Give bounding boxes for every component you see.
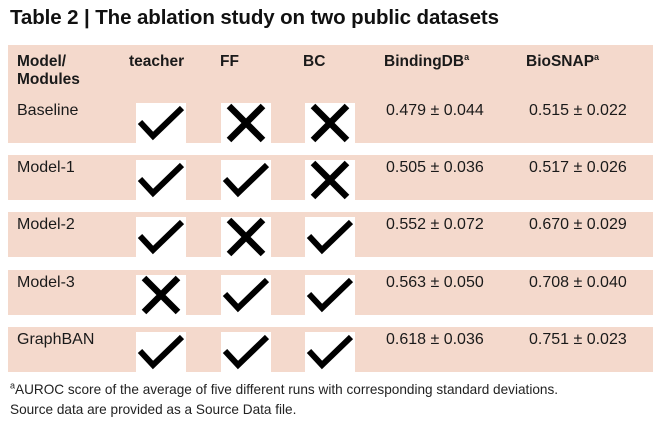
cross-icon — [305, 160, 355, 200]
table-row: GraphBAN 0.618 ± 0.036 0.751 ± 0.023 — [8, 327, 653, 372]
row-biosnap-value: 0.670 ± 0.029 — [529, 216, 627, 233]
header-bindingdb: BindingDBa — [384, 51, 470, 71]
footnote-line1: aAUROC score of the average of five diff… — [10, 380, 558, 400]
header-bc: BC — [303, 53, 326, 70]
check-icon — [136, 217, 186, 257]
header-biosnap-label: BioSNAP — [526, 53, 595, 70]
check-icon — [221, 332, 271, 372]
header-bindingdb-label: BindingDB — [384, 53, 465, 70]
row-bindingdb-value: 0.505 ± 0.036 — [386, 159, 484, 176]
cross-icon — [221, 103, 271, 143]
row-model-name: Model-2 — [17, 216, 75, 233]
footnote-line1-text: AUROC score of the average of five diffe… — [15, 382, 559, 397]
row-biosnap-value: 0.517 ± 0.026 — [529, 159, 627, 176]
table-title: Table 2 | The ablation study on two publ… — [10, 6, 499, 29]
row-biosnap-value: 0.515 ± 0.022 — [529, 102, 627, 119]
row-bindingdb-value: 0.563 ± 0.050 — [386, 274, 484, 291]
header-biosnap: BioSNAPa — [526, 51, 600, 71]
check-icon — [221, 160, 271, 200]
check-icon — [305, 332, 355, 372]
check-icon — [136, 160, 186, 200]
header-biosnap-footnote-mark: a — [594, 51, 600, 62]
check-icon — [136, 332, 186, 372]
table-row: Baseline 0.479 ± 0.044 0.515 ± 0.022 — [8, 98, 653, 143]
check-icon — [305, 275, 355, 315]
header-model-line1: Model/ — [17, 53, 67, 70]
header-bindingdb-footnote-mark: a — [464, 51, 470, 62]
header-model-modules: Model/ Modules — [17, 53, 80, 89]
row-model-name: Model-3 — [17, 274, 75, 291]
header-ff: FF — [220, 53, 239, 70]
row-model-name: GraphBAN — [17, 331, 95, 348]
header-teacher: teacher — [129, 53, 185, 70]
row-biosnap-value: 0.708 ± 0.040 — [529, 274, 627, 291]
cross-icon — [221, 217, 271, 257]
row-biosnap-value: 0.751 ± 0.023 — [529, 331, 627, 348]
cross-icon — [136, 275, 186, 315]
row-bindingdb-value: 0.552 ± 0.072 — [386, 216, 484, 233]
row-bindingdb-value: 0.479 ± 0.044 — [386, 102, 484, 119]
check-icon — [305, 217, 355, 257]
table-footnote: aAUROC score of the average of five diff… — [10, 380, 558, 420]
table-row: Model-3 0.563 ± 0.050 0.708 ± 0.040 — [8, 270, 653, 315]
row-bindingdb-value: 0.618 ± 0.036 — [386, 331, 484, 348]
footnote-mark: a — [10, 380, 16, 391]
header-model-line2: Modules — [17, 71, 80, 88]
check-icon — [136, 103, 186, 143]
check-icon — [221, 275, 271, 315]
table-row: Model-1 0.505 ± 0.036 0.517 ± 0.026 — [8, 155, 653, 200]
table-row: Model-2 0.552 ± 0.072 0.670 ± 0.029 — [8, 212, 653, 257]
table-header-row: Model/ Modules teacher FF BC BindingDBa … — [8, 45, 653, 98]
row-model-name: Baseline — [17, 102, 79, 119]
cross-icon — [305, 103, 355, 143]
row-model-name: Model-1 — [17, 159, 75, 176]
footnote-line2: Source data are provided as a Source Dat… — [10, 402, 297, 417]
